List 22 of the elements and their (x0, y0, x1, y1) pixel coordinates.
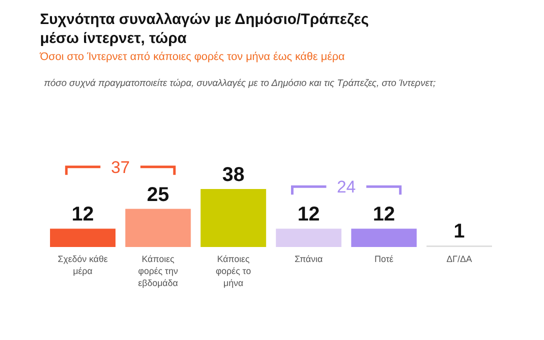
text: πόσο συχνά πραγματοποιείτε τώρα, συναλλαγές με το Δημόσιο και τις Τράπεζες, στο Ίντερνετ; (44, 78, 436, 89)
x-tick-label: Σπάνια (294, 254, 323, 264)
data-label: 1 (454, 220, 465, 242)
bar (351, 228, 417, 247)
chart-subtitle: Όσοι στο Ίντερνετ από κάποιες φορές τον μήνα έως κάθε μέρα (39, 51, 346, 63)
x-tick-label: Ποτέ (374, 254, 394, 264)
data-label: 38 (222, 164, 244, 186)
data-label: 12 (72, 204, 94, 226)
x-tick-label: ΔΓ/ΔΑ (446, 254, 472, 264)
chart-title: Συχνότητα συναλλαγών με Δημόσιο/Τράπεζες μέσω ίντερνετ, τώρα (40, 11, 370, 47)
x-tick-label: Σχεδόν κάθε μέρα (58, 254, 108, 276)
bar (125, 208, 191, 247)
annotation: 24 (336, 178, 356, 197)
bar (276, 228, 342, 247)
x-tick-label: Κάποιες φορές το μήνα (216, 254, 251, 288)
bar (200, 189, 266, 247)
x-tick-label: Κάποιες φορές την εβδομάδα (138, 254, 178, 288)
data-label: 25 (146, 184, 170, 206)
text: 37 (110, 158, 130, 177)
data-label: 12 (298, 204, 320, 226)
data-label: 12 (372, 204, 396, 226)
bar (50, 228, 116, 247)
